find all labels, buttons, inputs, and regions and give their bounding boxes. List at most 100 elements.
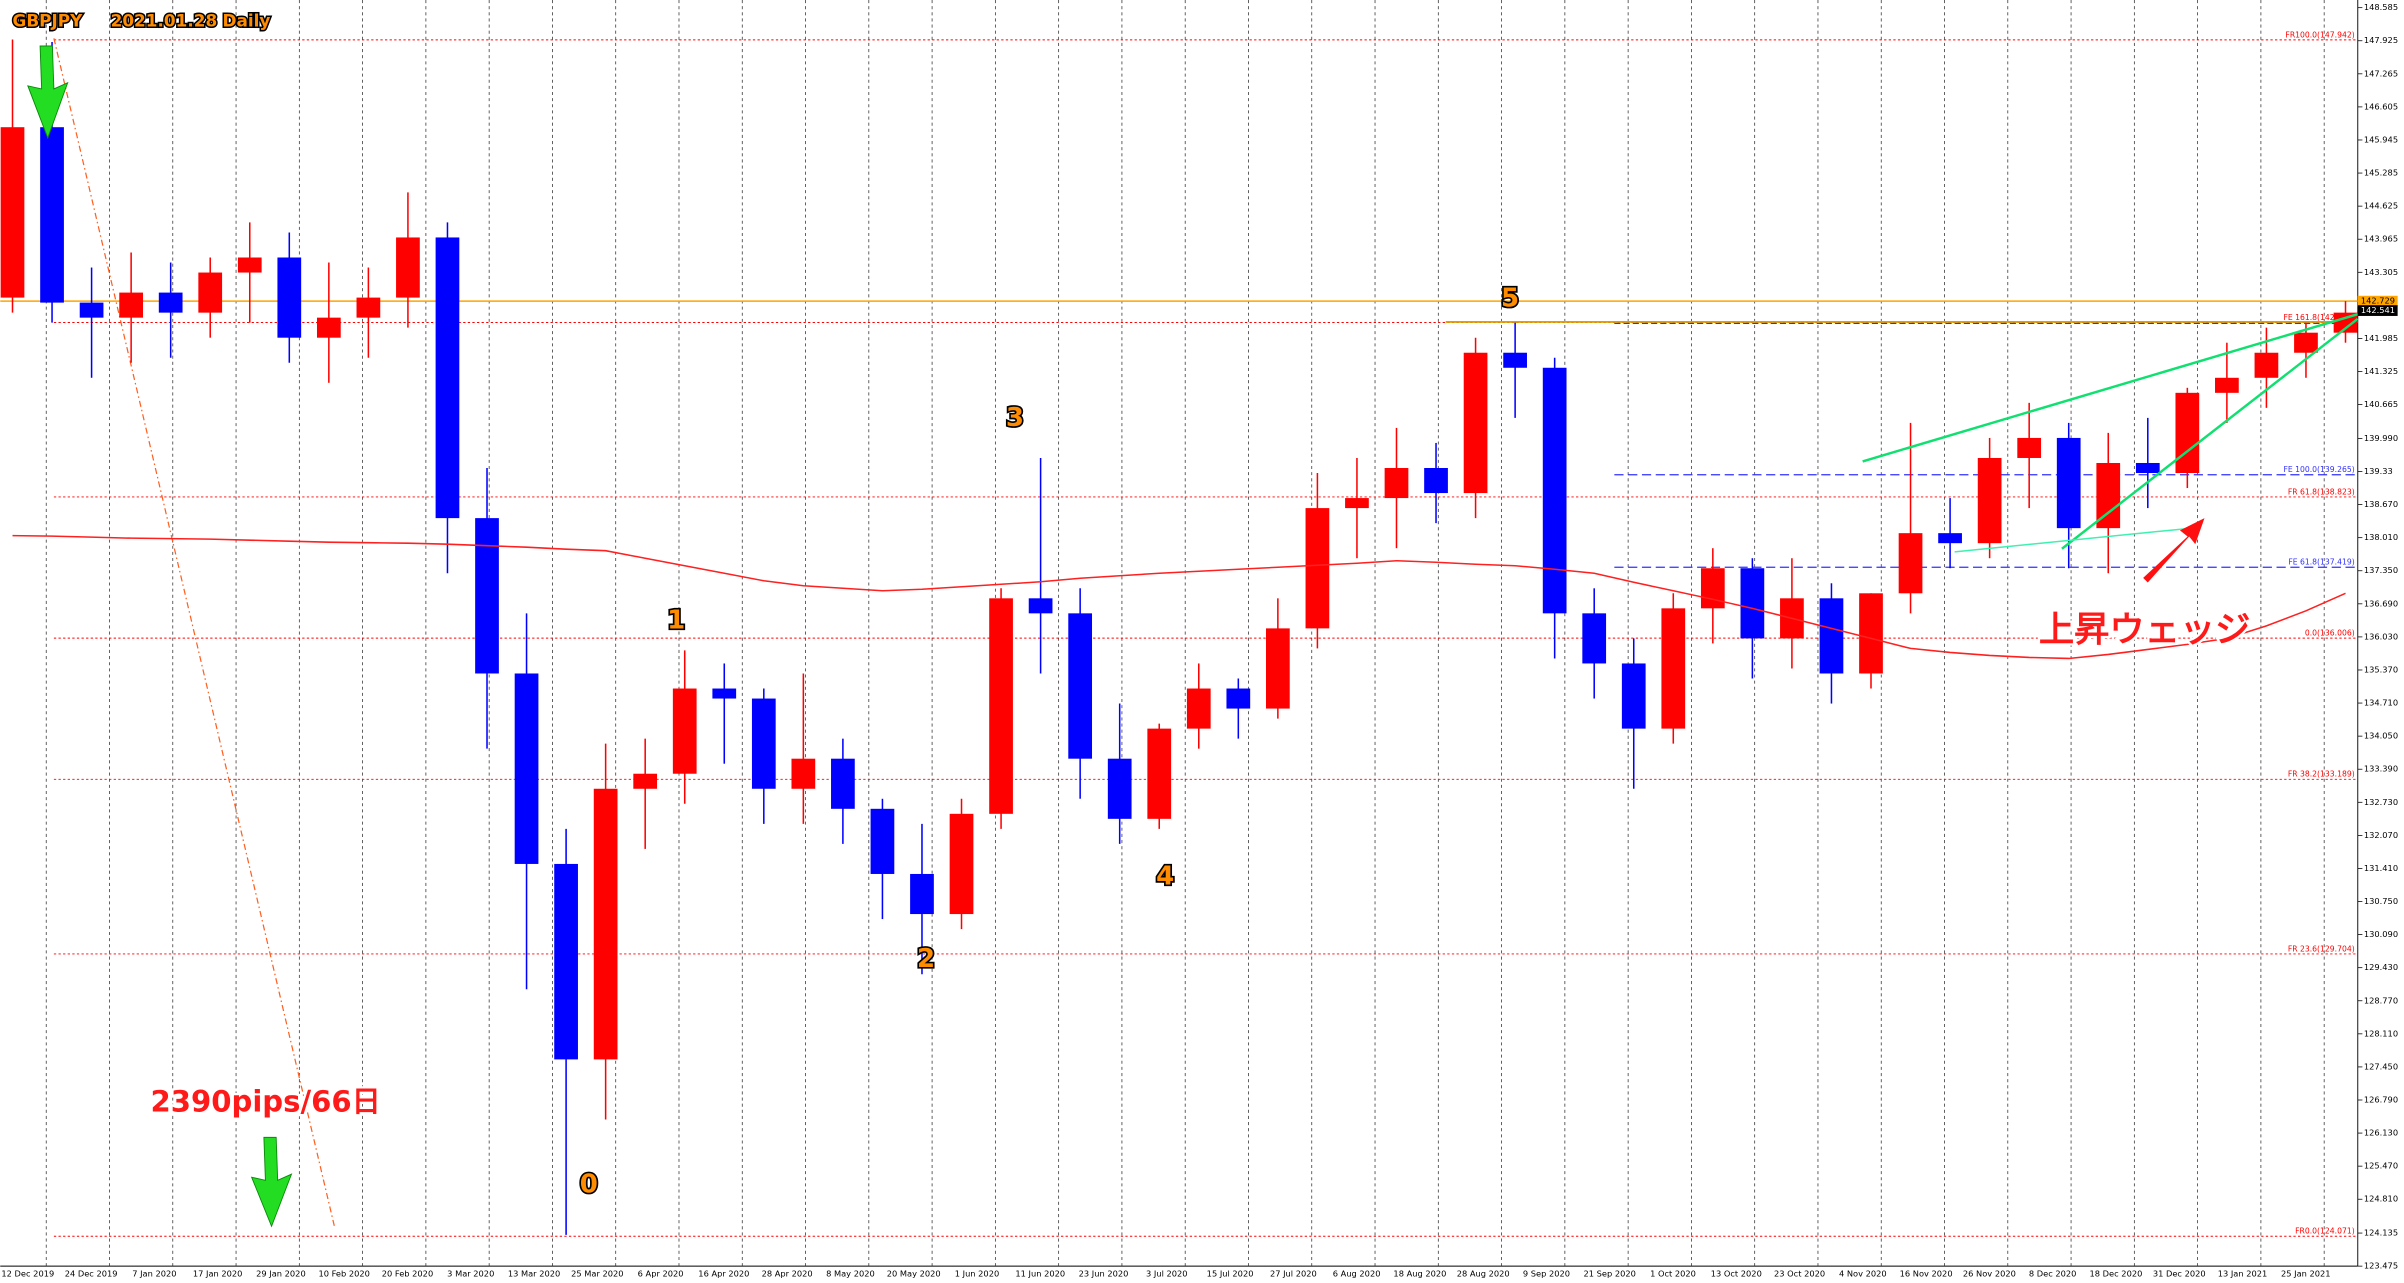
y-tick-label: 147.925 xyxy=(2364,35,2398,45)
x-tick-label: 1 Oct 2020 xyxy=(1650,1268,1696,1278)
y-tick-label: 143.305 xyxy=(2364,267,2398,277)
price-label: 142.541 xyxy=(2361,305,2395,315)
candle-body xyxy=(2333,312,2358,333)
candle-body xyxy=(1226,688,1251,709)
x-tick-label: 18 Aug 2020 xyxy=(1393,1268,1446,1278)
timeframe: Daily xyxy=(223,10,271,30)
y-tick-label: 140.665 xyxy=(2364,399,2398,409)
y-tick-label: 124.135 xyxy=(2364,1228,2398,1238)
x-tick-label: 16 Apr 2020 xyxy=(698,1268,749,1278)
x-tick-label: 27 Jul 2020 xyxy=(1270,1268,1317,1278)
x-tick-label: 21 Sep 2020 xyxy=(1584,1268,1636,1278)
y-tick-label: 125.470 xyxy=(2364,1161,2398,1171)
y-tick-label: 141.985 xyxy=(2364,333,2398,343)
wedge-lower xyxy=(2061,317,2359,550)
green-arrow xyxy=(250,1136,293,1228)
candle-body xyxy=(356,297,381,318)
annotation: 2390pips/66日 xyxy=(150,1085,380,1119)
y-tick-label: 123.475 xyxy=(2364,1261,2398,1271)
y-tick-label: 145.945 xyxy=(2364,134,2398,144)
candle-body xyxy=(1384,468,1409,499)
candle-body xyxy=(277,257,302,338)
x-tick-label: 9 Sep 2020 xyxy=(1523,1268,1570,1278)
candle-body xyxy=(119,292,143,318)
x-tick-label: 16 Nov 2020 xyxy=(1900,1268,1953,1278)
candle-body xyxy=(2294,332,2318,353)
x-tick-label: 3 Jul 2020 xyxy=(1146,1268,1188,1278)
green-arrow xyxy=(27,45,69,140)
candle-body xyxy=(910,873,934,915)
level-label: FR 38.2(133.189) xyxy=(2288,770,2355,779)
y-tick-label: 138.010 xyxy=(2364,532,2398,542)
wave-label: 1 xyxy=(667,605,685,635)
candle-body xyxy=(989,598,1013,814)
x-tick-label: 28 Apr 2020 xyxy=(762,1268,813,1278)
level-label: FR100.0(147.942) xyxy=(2285,30,2354,39)
candle-body xyxy=(158,292,183,313)
candle-body xyxy=(1266,628,1290,709)
annotation: 上昇ウェッジ xyxy=(2039,610,2251,651)
candle-body xyxy=(1700,568,1725,609)
candle-body xyxy=(1859,593,1883,674)
y-tick-label: 128.110 xyxy=(2364,1028,2398,1038)
y-tick-label: 130.750 xyxy=(2364,896,2398,906)
candle-body xyxy=(1898,533,1923,594)
candle-body xyxy=(593,788,618,1060)
x-tick-label: 15 Jul 2020 xyxy=(1207,1268,1254,1278)
candle-body xyxy=(751,698,776,789)
candle-body xyxy=(2175,392,2200,474)
y-tick-label: 145.285 xyxy=(2364,168,2398,178)
y-tick-label: 133.390 xyxy=(2364,764,2398,774)
candle-body xyxy=(1028,598,1053,614)
candle-body xyxy=(949,813,974,915)
x-tick-label: 23 Oct 2020 xyxy=(1774,1268,1825,1278)
candle-body xyxy=(0,127,25,298)
candle-body xyxy=(79,302,104,318)
level-label: FR0.0(124.071) xyxy=(2295,1227,2355,1236)
candle-body xyxy=(672,688,697,774)
x-tick-label: 31 Dec 2020 xyxy=(2153,1268,2206,1278)
x-tick-label: 12 Dec 2019 xyxy=(1,1268,54,1278)
x-tick-label: 8 Dec 2020 xyxy=(2029,1268,2077,1278)
moving-average xyxy=(12,534,2346,660)
candle-body xyxy=(1424,468,1448,494)
candle-body xyxy=(870,808,895,874)
support-line xyxy=(1954,528,2185,553)
candle-body xyxy=(1621,663,1646,729)
candle-body xyxy=(2096,462,2121,529)
candle-body xyxy=(1463,352,1488,494)
x-tick-label: 13 Jan 2021 xyxy=(2218,1268,2268,1278)
y-tick-label: 128.770 xyxy=(2364,995,2398,1005)
x-tick-label: 8 May 2020 xyxy=(826,1268,875,1278)
x-tick-label: 25 Jan 2021 xyxy=(2281,1268,2331,1278)
x-tick-label: 23 Jun 2020 xyxy=(1079,1268,1129,1278)
y-tick-label: 148.585 xyxy=(2364,2,2398,12)
candle-body xyxy=(1977,457,2002,544)
y-tick-label: 131.410 xyxy=(2364,863,2398,873)
x-tick-label: 29 Jan 2020 xyxy=(256,1268,306,1278)
x-tick-label: 17 Jan 2020 xyxy=(193,1268,243,1278)
x-tick-label: 26 Nov 2020 xyxy=(1963,1268,2016,1278)
candle-body xyxy=(2215,377,2239,393)
candle-body xyxy=(1740,568,1765,639)
candle-body xyxy=(435,237,460,519)
y-tick-label: 135.370 xyxy=(2364,664,2398,674)
candle-body xyxy=(1305,508,1330,629)
candle-body xyxy=(1107,758,1132,819)
x-tick-label: 20 May 2020 xyxy=(887,1268,941,1278)
level-label: 0.0(136.006) xyxy=(2305,629,2355,638)
wave-label: 5 xyxy=(1501,283,1519,313)
candle-body xyxy=(1542,367,1567,614)
x-tick-label: 6 Apr 2020 xyxy=(638,1268,684,1278)
candles xyxy=(0,39,2358,1235)
x-tick-label: 10 Feb 2020 xyxy=(318,1268,369,1278)
candle-body xyxy=(198,272,223,313)
y-tick-label: 139.990 xyxy=(2364,433,2398,443)
candle-body xyxy=(1661,608,1686,729)
y-tick-label: 143.965 xyxy=(2364,234,2398,244)
candle-body xyxy=(1068,613,1093,759)
y-tick-label: 134.710 xyxy=(2364,698,2398,708)
x-tick-label: 6 Aug 2020 xyxy=(1333,1268,1381,1278)
